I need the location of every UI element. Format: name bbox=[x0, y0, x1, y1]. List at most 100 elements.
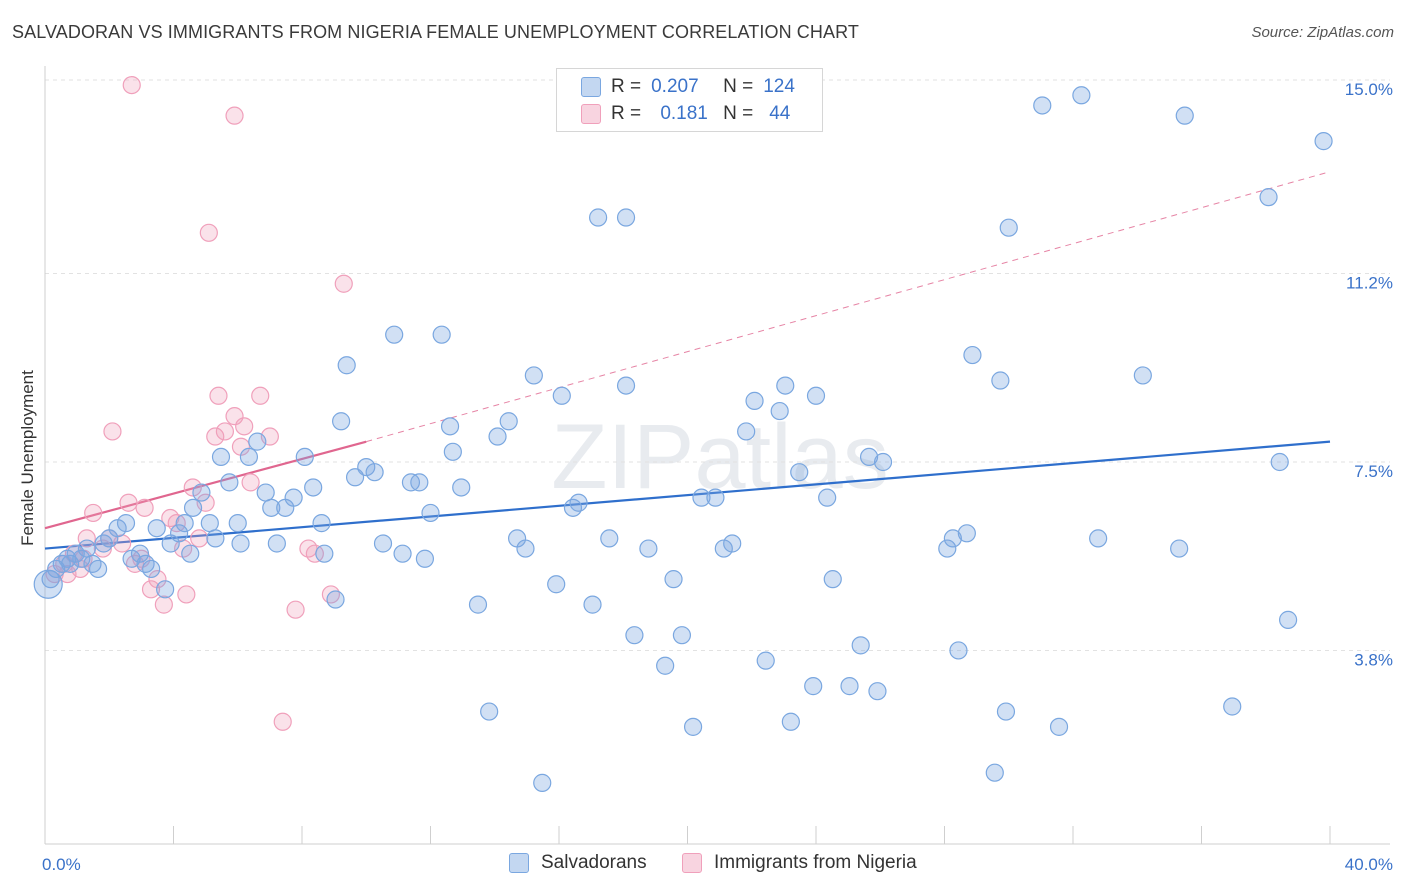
nigeria-point bbox=[225, 106, 244, 125]
salvadoran-point bbox=[1259, 188, 1278, 207]
salvadoran-point bbox=[840, 677, 859, 696]
nigeria-point bbox=[183, 478, 202, 497]
salvadoran-point bbox=[770, 401, 789, 421]
salvadoran-point bbox=[440, 417, 460, 436]
y-tick-label: 7.5% bbox=[1354, 462, 1393, 481]
nigeria-point bbox=[199, 223, 218, 242]
salvadoran-point bbox=[985, 763, 1004, 782]
salvadoran-point bbox=[136, 554, 155, 573]
salvadoran-point bbox=[295, 447, 314, 467]
salvadoran-point bbox=[664, 570, 683, 589]
salvadoran-point bbox=[231, 534, 250, 553]
legend-swatch-pink bbox=[682, 853, 702, 873]
salvadoran-point bbox=[175, 514, 194, 533]
salvadoran-point bbox=[312, 514, 331, 533]
nigeria-point bbox=[119, 493, 138, 512]
salvadoran-point bbox=[480, 702, 499, 721]
nigeria-point bbox=[141, 580, 161, 599]
salvadoran-point bbox=[706, 488, 725, 507]
legend-n-label: N = bbox=[723, 76, 754, 97]
salvadoran-point bbox=[683, 717, 703, 736]
salvadoran-point bbox=[130, 544, 150, 563]
salvadoran-point bbox=[365, 463, 384, 482]
salvadoran-point bbox=[169, 524, 189, 543]
axes bbox=[44, 66, 1390, 845]
salvadoran-point bbox=[488, 427, 507, 446]
salvadoran-point bbox=[563, 498, 583, 517]
salvadoran-point bbox=[200, 514, 219, 533]
salvadoran-point bbox=[963, 345, 982, 365]
nigeria-point bbox=[305, 544, 324, 563]
salvadoran-point bbox=[206, 529, 225, 548]
legend-item-nigeria: Immigrants from Nigeria bbox=[682, 852, 917, 874]
nigeria-point bbox=[190, 529, 209, 548]
y-tick-label: 11.2% bbox=[1346, 274, 1393, 293]
legend-item-salvadorans: Salvadorans bbox=[509, 852, 647, 874]
nigeria-point bbox=[206, 427, 225, 446]
y-tick-label: 15.0% bbox=[1345, 80, 1393, 99]
source-label: Source: ZipAtlas.com bbox=[1251, 24, 1394, 41]
salvadoran-point bbox=[47, 559, 66, 579]
salvadoran-point bbox=[1314, 132, 1333, 151]
salvadoran-point bbox=[410, 473, 429, 492]
salvadoran-point bbox=[142, 559, 161, 579]
legend-r-value: 0.181 bbox=[660, 103, 708, 124]
salvadoran-point bbox=[723, 534, 742, 553]
nigeria-point bbox=[77, 529, 96, 548]
salvadoran-point bbox=[1133, 366, 1152, 385]
salvadoran-point bbox=[1270, 452, 1289, 472]
salvadoran-point bbox=[868, 682, 887, 701]
nigeria-point bbox=[241, 473, 260, 492]
salvadoran-point bbox=[256, 483, 275, 502]
nigeria-point bbox=[286, 600, 305, 619]
salvadoran-point bbox=[94, 534, 113, 553]
x-tick-label: 0.0% bbox=[42, 855, 81, 874]
salvadoran-point bbox=[1089, 529, 1108, 548]
salvadoran-point bbox=[147, 519, 166, 538]
salvadoran-point bbox=[656, 656, 675, 675]
salvadoran-point bbox=[818, 488, 837, 507]
nigeria-trend-extension bbox=[366, 171, 1331, 443]
salvadoran-point bbox=[781, 712, 800, 731]
salvadoran-point bbox=[851, 636, 870, 655]
salvadoran-point bbox=[589, 208, 608, 227]
gridlines bbox=[45, 79, 1390, 651]
nigeria-point bbox=[135, 498, 154, 517]
salvadoran-point bbox=[1278, 610, 1298, 629]
salvadoran-point bbox=[248, 432, 267, 451]
salvadoran-point bbox=[183, 498, 203, 517]
x-tick-label: 40.0% bbox=[1345, 855, 1393, 874]
salvadoran-point bbox=[393, 544, 412, 563]
salvadoran-point bbox=[756, 651, 775, 670]
salvadoran-point bbox=[415, 549, 435, 568]
salvadoran-point bbox=[625, 626, 644, 645]
nigeria-point bbox=[103, 422, 122, 441]
salvadoran-point bbox=[267, 534, 286, 553]
legend-n-value: 124 bbox=[763, 76, 795, 97]
salvadoran-point bbox=[552, 386, 571, 405]
salvadoran-point bbox=[737, 422, 756, 441]
salvadoran-point bbox=[421, 503, 440, 523]
nigeria-point bbox=[148, 570, 167, 589]
salvadoran-point bbox=[385, 325, 404, 344]
salvadoran-point bbox=[616, 376, 636, 395]
salvadoran-point bbox=[1175, 106, 1194, 125]
salvadoran-point bbox=[938, 539, 957, 558]
salvadoran-point bbox=[373, 534, 393, 553]
salvadoran-point bbox=[77, 539, 97, 558]
nigeria-point bbox=[209, 386, 228, 405]
y-tick-label: 3.8% bbox=[1354, 650, 1393, 669]
nigeria-point bbox=[93, 539, 112, 558]
data-points bbox=[33, 75, 1333, 792]
salvadoran-point bbox=[1033, 96, 1052, 115]
salvadoran-point bbox=[181, 544, 200, 563]
salvadoran-point bbox=[239, 447, 259, 467]
salvadoran-point bbox=[192, 483, 211, 502]
salvadoran-point bbox=[432, 325, 451, 344]
salvadoran-point bbox=[957, 524, 976, 543]
legend-swatch-pink bbox=[581, 104, 601, 124]
nigeria-point bbox=[251, 386, 270, 405]
salvadoran-point bbox=[600, 529, 619, 548]
salvadoran-point bbox=[806, 386, 826, 405]
